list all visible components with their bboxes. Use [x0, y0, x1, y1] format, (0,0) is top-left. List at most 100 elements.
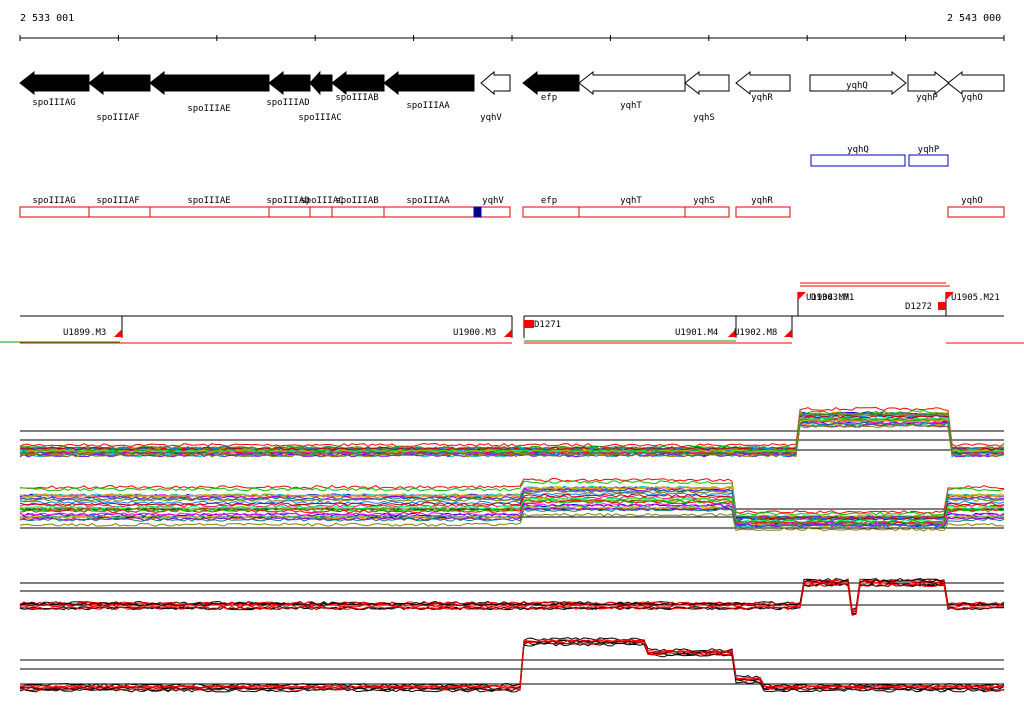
expression-trace: [19, 582, 1005, 614]
gene-label: yqhO: [961, 93, 983, 103]
segment-label: U1905.M21: [951, 293, 1000, 303]
expression-trace: [19, 506, 1005, 528]
segment-label: U1901.M4: [675, 328, 718, 338]
annotation-label: yqhT: [620, 196, 642, 206]
expression-trace: [19, 640, 1005, 691]
segment-end-marker: [114, 329, 122, 337]
expression-trace: [19, 486, 1005, 519]
annotation-box-track: spoIIIAG spoIIIAF spoIIIAE spoIIIADspoIIIAC…: [19, 196, 1005, 218]
expression-trace: [19, 502, 1005, 526]
gene-arrow[interactable]: [684, 70, 730, 96]
expression-trace-tracks: [19, 406, 1005, 693]
segment-label: D1303.M1: [811, 293, 854, 303]
expression-trace: [19, 638, 1005, 689]
gene-arrow[interactable]: [149, 70, 270, 96]
expression-trace: [20, 508, 1005, 528]
gene-label: yqhR: [751, 93, 773, 103]
end-coordinate: 2 543 000: [947, 13, 1002, 24]
gene-label: yqhT: [620, 101, 642, 111]
annotation-box[interactable]: [522, 206, 580, 218]
annotation-box[interactable]: [684, 206, 730, 218]
gene-arrow-track: spoIIIAG spoIIIAF spoIIIAE spoIIIAD spoIIIAC…: [19, 70, 1005, 123]
gene-label: spoIIIAA: [406, 101, 450, 111]
expression-trace: [19, 581, 1005, 613]
segment-label: D1272: [905, 302, 932, 312]
annotation-box[interactable]: [149, 206, 270, 218]
predicted-gene-box[interactable]: [908, 154, 949, 167]
annotation-box[interactable]: [383, 206, 475, 218]
expression-trace: [19, 418, 1005, 454]
gene-arrow[interactable]: [522, 70, 580, 96]
annotation-box[interactable]: [578, 206, 686, 218]
expression-trace: [19, 512, 1005, 532]
gene-arrow[interactable]: [268, 70, 311, 96]
annotation-label: spoIIIAB: [335, 196, 378, 206]
gene-label: yqhV: [480, 113, 502, 123]
annotation-box[interactable]: [268, 206, 311, 218]
annotation-box[interactable]: [88, 206, 151, 218]
annotation-box[interactable]: [735, 206, 791, 218]
annotation-label: yqhR: [751, 196, 773, 206]
segment-label: D1271: [534, 320, 561, 330]
gene-arrow[interactable]: [383, 70, 475, 96]
gene-arrow[interactable]: [578, 70, 686, 96]
gene-arrow[interactable]: [309, 70, 333, 96]
gene-arrow[interactable]: [947, 70, 1005, 96]
expression-trace: [19, 583, 1004, 616]
annotation-label: spoIIIAD: [266, 196, 309, 206]
expression-trace: [19, 499, 1005, 524]
segment-block-marker: [524, 320, 534, 328]
expression-trace: [19, 639, 1005, 690]
predicted-gene-label: yqhQ: [847, 145, 869, 155]
gene-label: yqhQ: [846, 81, 868, 91]
expression-trace: [19, 477, 1004, 515]
segment-label: U1902.M8: [734, 328, 777, 338]
segment-label: U1899.M3: [63, 328, 106, 338]
annotation-box[interactable]: [309, 206, 333, 218]
predicted-gene-label: yqhP: [918, 145, 940, 155]
gene-arrow[interactable]: [735, 70, 791, 96]
expression-trace: [19, 638, 1005, 689]
gene-label: spoIIIAB: [335, 93, 378, 103]
expression-trace: [19, 421, 1005, 456]
segment-label: U1900.M3: [453, 328, 496, 338]
highlighted-region-marker: [473, 206, 482, 218]
segment-end-marker: [784, 329, 792, 337]
expression-trace: [19, 637, 1005, 688]
gene-label: spoIIIAG: [32, 98, 75, 108]
gene-label: spoIIIAE: [187, 104, 230, 114]
gene-label: spoIIIAD: [266, 98, 309, 108]
annotation-box[interactable]: [331, 206, 385, 218]
start-coordinate: 2 533 001: [20, 13, 75, 24]
gene-arrow[interactable]: [88, 70, 151, 96]
annotation-label: spoIIIAC: [300, 196, 343, 206]
expression-trace: [19, 498, 1005, 525]
gene-label: yqhS: [693, 113, 715, 123]
expression-trace: [19, 578, 1005, 612]
annotation-box[interactable]: [19, 206, 90, 218]
expression-trace: [20, 480, 1005, 516]
segment-end-marker: [504, 329, 512, 337]
annotation-label: spoIIIAG: [32, 196, 75, 206]
gene-label: efp: [541, 93, 557, 103]
expression-trace: [19, 496, 1005, 524]
predicted-gene-box[interactable]: [810, 154, 906, 167]
expression-trace: [19, 424, 1005, 458]
segmentation-track: U1899.M3 U1900.M3 D1271 U1901.M4 U1902.M8 U19…: [0, 282, 1024, 344]
expression-trace: [19, 406, 1005, 448]
segment-label: U1904.M7: [806, 293, 849, 303]
expression-trace: [19, 493, 1005, 521]
expression-trace: [19, 641, 1005, 692]
annotation-label: spoIIIAF: [96, 196, 139, 206]
gene-arrow[interactable]: [480, 70, 511, 96]
gene-arrow[interactable]: [331, 70, 385, 96]
gene-arrow[interactable]: [19, 70, 90, 96]
segment-start-marker: [798, 292, 806, 300]
coordinate-ruler: [19, 35, 1005, 41]
annotation-box[interactable]: [947, 206, 1005, 218]
segment-block-marker: [938, 302, 946, 310]
gene-arrow[interactable]: [809, 70, 907, 96]
gene-arrow[interactable]: [907, 70, 950, 96]
